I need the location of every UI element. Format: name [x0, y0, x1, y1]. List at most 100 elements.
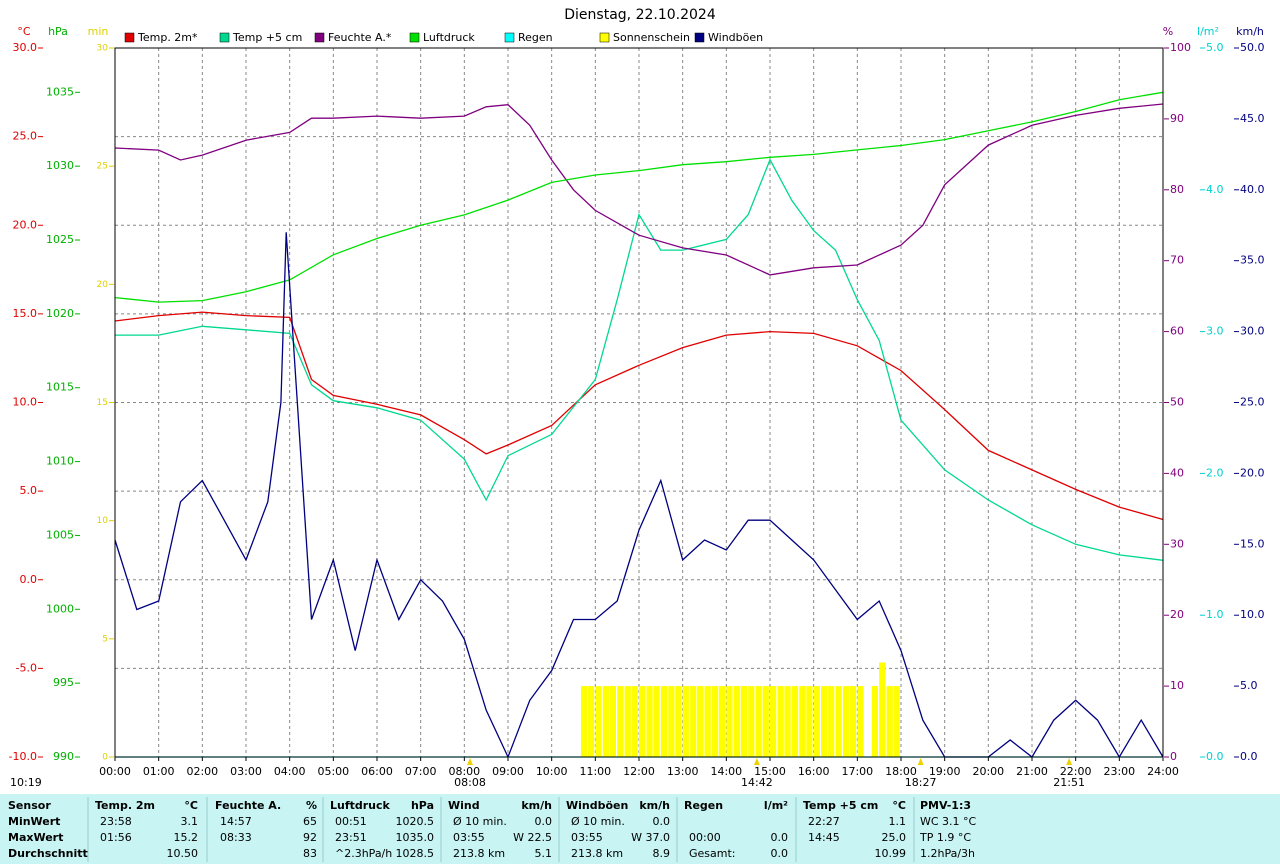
- y-tick-label: 50: [1170, 396, 1184, 409]
- axis-title: hPa: [48, 25, 68, 38]
- y-tick-label: 1000: [46, 602, 74, 615]
- y-tick-label: 60: [1170, 325, 1184, 338]
- legend-label: Temp +5 cm: [232, 31, 302, 44]
- annotation-label: 21:51: [1053, 776, 1085, 789]
- cell-value: 1035.0: [396, 831, 435, 844]
- y-tick-label: 30.0: [13, 41, 38, 54]
- y-tick-label: 10.0: [1240, 608, 1265, 621]
- sunshine-bar: [748, 686, 755, 757]
- y-tick-label: 1030: [46, 159, 74, 172]
- x-tick-label: 01:00: [143, 765, 175, 778]
- sunshine-bar: [631, 686, 638, 757]
- sunshine-bar: [639, 686, 646, 757]
- sunshine-bar: [777, 686, 784, 757]
- sunshine-bar: [624, 686, 631, 757]
- y-tick-label: 30.0: [1240, 325, 1265, 338]
- cell-text: ^2.3hPa/h: [335, 847, 392, 860]
- x-tick-label: 04:00: [274, 765, 306, 778]
- legend-swatch: [219, 32, 230, 43]
- sunshine-bar: [609, 686, 617, 757]
- sunshine-bar: [740, 686, 748, 757]
- table-header-unit: l/m²: [764, 799, 788, 812]
- sunshine-bar: [660, 686, 668, 757]
- table-header: Windböen: [566, 799, 628, 812]
- y-tick-label: -5.0: [16, 661, 37, 674]
- x-tick-label: 08:00: [448, 765, 480, 778]
- table-header: Temp +5 cm: [803, 799, 878, 812]
- cell-text: 14:57: [220, 815, 252, 828]
- row-label: MinWert: [8, 815, 60, 828]
- sunshine-bar: [595, 686, 602, 757]
- y-tick-label: 4.0: [1206, 183, 1224, 196]
- y-tick-label: 990: [53, 750, 74, 763]
- table-header-unit: km/h: [639, 799, 670, 812]
- table-header: PMV-1:3: [920, 799, 971, 812]
- x-tick-label: 05:00: [317, 765, 349, 778]
- sunshine-bar: [675, 686, 682, 757]
- cell-text: 14:45: [808, 831, 840, 844]
- sunshine-bar: [602, 686, 610, 757]
- x-tick-label: 09:00: [492, 765, 524, 778]
- y-tick-label: 5.0: [1206, 41, 1224, 54]
- cell-value: 1.2hPa/3h: [920, 847, 975, 860]
- y-tick-label: 0.0: [1206, 750, 1224, 763]
- y-tick-label: 1015: [46, 381, 74, 394]
- sunshine-bar: [857, 686, 864, 757]
- x-tick-label: 23:00: [1103, 765, 1135, 778]
- sunshine-bar: [587, 686, 595, 757]
- cell-text: 00:51: [335, 815, 367, 828]
- table-header: Wind: [448, 799, 480, 812]
- x-tick-label: 12:00: [623, 765, 655, 778]
- y-tick-label: 30: [1170, 537, 1184, 550]
- x-tick-label: 10:00: [536, 765, 568, 778]
- sunshine-bar: [842, 686, 850, 757]
- cell-text: 23:51: [335, 831, 367, 844]
- y-tick-label: 995: [53, 676, 74, 689]
- y-tick-label: 30: [97, 44, 109, 54]
- cell-value: 92: [303, 831, 317, 844]
- cell-value: 1020.5: [396, 815, 435, 828]
- sunshine-bar: [770, 686, 777, 757]
- y-tick-label: 0: [102, 753, 108, 763]
- sunshine-bar: [821, 686, 828, 757]
- sunshine-bar: [806, 686, 813, 757]
- sunshine-bar: [726, 686, 733, 757]
- axis-title: l/m²: [1197, 25, 1219, 38]
- y-tick-label: 1010: [46, 455, 74, 468]
- legend-swatch: [694, 32, 705, 43]
- cell-value: 1028.5: [396, 847, 435, 860]
- cell-value: 25.0: [882, 831, 907, 844]
- legend-label: Feuchte A.*: [328, 31, 392, 44]
- x-tick-label: 19:00: [929, 765, 961, 778]
- x-tick-label: 22:00: [1060, 765, 1092, 778]
- annotation-marker: [753, 758, 760, 765]
- sunshine-bar: [755, 686, 762, 757]
- y-tick-label: 50.0: [1240, 41, 1265, 54]
- cell-text: Ø 10 min.: [571, 815, 625, 828]
- chart-title: Dienstag, 22.10.2024: [564, 7, 716, 23]
- cell-value: 65: [303, 815, 317, 828]
- y-tick-label: 0: [1170, 750, 1177, 763]
- sunshine-bar: [879, 662, 886, 757]
- cell-text: Ø 10 min.: [453, 815, 507, 828]
- y-tick-label: 20: [97, 280, 109, 290]
- legend-label: Luftdruck: [423, 31, 475, 44]
- series-line: [114, 311, 1164, 521]
- cell-value: 10.99: [875, 847, 907, 860]
- cell-value: 0.0: [653, 815, 671, 828]
- sunshine-bar: [813, 686, 820, 757]
- x-tick-label: 18:00: [885, 765, 917, 778]
- table-header-unit: °C: [892, 799, 906, 812]
- y-tick-label: -10.0: [9, 750, 37, 763]
- legend-swatch: [409, 32, 420, 43]
- cell-text: 03:55: [571, 831, 603, 844]
- y-tick-label: 70: [1170, 254, 1184, 267]
- cell-value: 83: [303, 847, 317, 860]
- sunshine-bar: [704, 686, 711, 757]
- x-tick-label: 11:00: [579, 765, 611, 778]
- y-tick-label: 35.0: [1240, 254, 1265, 267]
- y-tick-label: 20.0: [13, 218, 38, 231]
- y-tick-label: 25.0: [1240, 396, 1265, 409]
- cell-text: 213.8 km: [453, 847, 505, 860]
- table-header-unit: hPa: [411, 799, 434, 812]
